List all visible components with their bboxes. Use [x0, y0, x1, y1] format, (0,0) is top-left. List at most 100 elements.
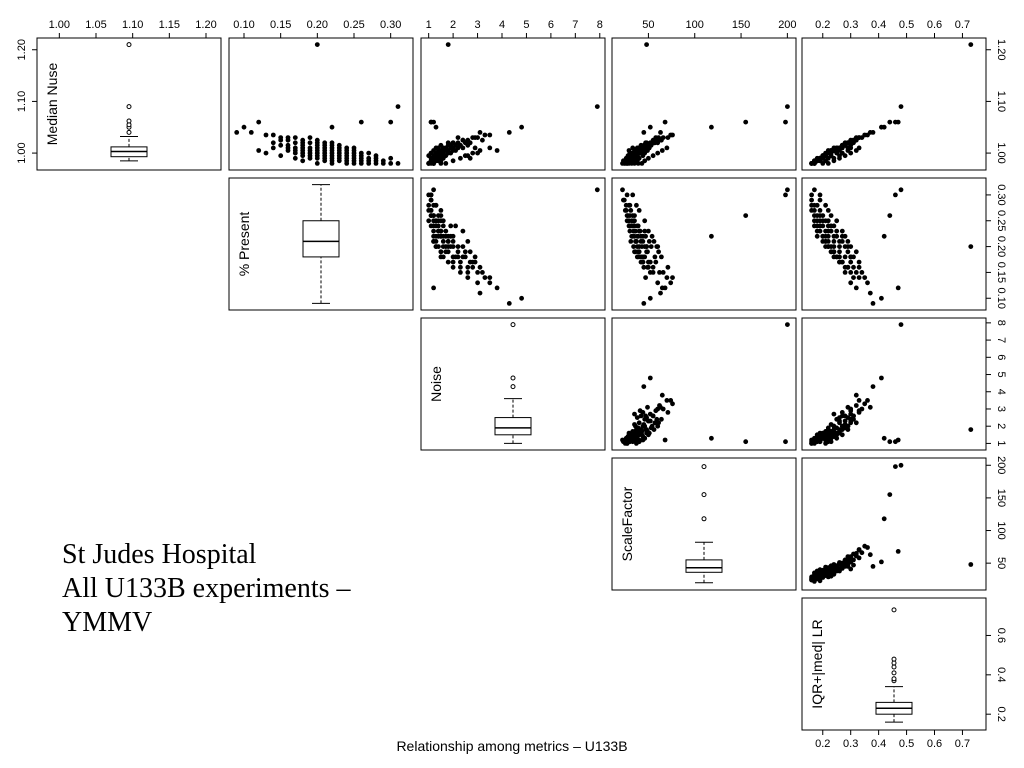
bottom-tick-label-5: 0.6 [927, 738, 942, 750]
data-point-r1-c2-102 [329, 140, 335, 146]
data-point-r1-c2-109 [314, 161, 320, 166]
annotation-line-3: YMMV [62, 607, 153, 638]
data-point-r4-c5-107 [837, 560, 842, 566]
data-point-r2-c3-22 [458, 264, 463, 270]
right-tick-label-r1-1: 1.00 [995, 142, 1007, 163]
data-point-r2-c5-97 [834, 218, 840, 224]
annotation-text: St Judes Hospital All U133B experiments … [62, 538, 351, 640]
data-point-r1-c2-88 [358, 150, 364, 156]
bottom-tick-label-3: 0.4 [871, 738, 886, 750]
data-point-r2-c5-60 [817, 208, 823, 213]
data-point-r2-c5-87 [831, 249, 837, 255]
right-tick-label-r3-8: 8 [995, 320, 1007, 326]
data-point-r2-c4-110 [635, 233, 641, 239]
data-point-r1-c5-2 [898, 104, 904, 109]
variable-label-1: Median Nuse [44, 63, 60, 146]
data-point-r2-c4-97 [642, 218, 648, 224]
data-point-r1-c2-90 [344, 145, 350, 151]
data-point-r2-c5-71 [809, 208, 814, 213]
data-point-r2-c5-91 [814, 202, 820, 208]
right-tick-label-r4-2: 100 [995, 521, 1007, 539]
data-point-r1-c5-107 [837, 155, 842, 161]
diagonal-panel-3 [420, 317, 606, 451]
data-point-r1-c3-78 [445, 148, 451, 153]
box-outlier-5-4 [891, 664, 897, 670]
data-point-r4-c5-100 [817, 571, 823, 577]
right-tick-label-r3-6: 6 [995, 354, 1007, 360]
data-point-r2-c3-102 [450, 233, 456, 239]
box-outlier-5-3 [891, 670, 897, 676]
data-point-r2-c3-91 [433, 202, 439, 208]
top-tick-label-c3-8: 8 [597, 19, 603, 31]
data-point-r2-c5-92 [817, 197, 823, 203]
right-tick-label-r2-4: 0.25 [995, 210, 1007, 231]
data-point-r2-c3-39 [453, 223, 458, 229]
top-tick-label-c3-7: 7 [572, 19, 578, 31]
data-point-r2-c3-100 [428, 192, 434, 198]
top-tick-label-c2-2: 0.15 [270, 19, 291, 31]
right-tick-label-r5-2: 0.4 [995, 667, 1007, 682]
data-point-r4-c5-1 [968, 562, 974, 567]
data-point-r2-c3-25 [465, 239, 471, 244]
left-tick-label-3: 1.20 [16, 39, 28, 60]
data-point-r2-c4-101 [654, 244, 660, 250]
top-tick-label-c1-1: 1.00 [49, 19, 70, 31]
top-tick-label-c5-6: 0.7 [955, 19, 970, 31]
data-point-r3-c4-86 [634, 415, 640, 420]
data-point-r1-c4-8 [641, 130, 647, 135]
data-point-r1-c2-3 [256, 119, 262, 125]
data-point-r3-c5-74 [809, 441, 814, 446]
box-iqr-3 [494, 417, 532, 436]
right-tick-label-r2-5: 0.30 [995, 184, 1007, 205]
data-point-r3-c5-99 [823, 441, 828, 446]
data-point-r2-c5-13 [856, 264, 862, 270]
data-point-r2-c5-75 [851, 275, 856, 280]
data-point-r2-c4-88 [627, 213, 633, 219]
data-point-r1-c2-87 [307, 155, 313, 161]
data-point-r1-c2-62 [336, 158, 342, 164]
data-point-r2-c5-12 [859, 270, 865, 275]
box-outlier-4-3 [701, 464, 707, 470]
top-tick-label-c4-4: 200 [778, 19, 796, 31]
data-point-r1-c4-3 [662, 119, 668, 125]
data-point-r3-c5-14 [856, 408, 862, 414]
data-point-r1-c2-76 [278, 142, 284, 148]
data-point-r2-c4-84 [645, 264, 650, 270]
data-point-r3-c4-93 [620, 437, 625, 443]
data-point-r2-c5-82 [823, 239, 828, 244]
data-point-r2-c3-76 [458, 270, 463, 275]
data-point-r2-c5-93 [812, 187, 817, 193]
data-point-r2-c5-62 [814, 228, 820, 234]
data-point-r3-c5-101 [848, 416, 854, 422]
data-point-r2-c4-32 [642, 228, 648, 234]
data-point-r2-c4-90 [630, 223, 636, 229]
data-point-r2-c5-18 [848, 259, 854, 265]
right-tick-label-r1-2: 1.10 [995, 91, 1007, 112]
data-point-r2-c5-9 [867, 290, 873, 296]
data-point-r3-c5-106 [842, 413, 848, 419]
data-point-r2-c5-3 [895, 285, 901, 291]
data-point-r1-c3-97 [433, 145, 439, 151]
data-point-r1-c2-101 [314, 137, 320, 143]
data-point-r3-c5-87 [831, 411, 837, 417]
data-point-r1-c3-8 [506, 130, 512, 135]
bottom-tick-label-4: 0.5 [899, 738, 914, 750]
data-point-r4-c5-75 [851, 562, 856, 568]
data-point-r2-c3-65 [438, 213, 444, 219]
right-tick-label-r3-5: 5 [995, 371, 1007, 377]
top-tick-label-c3-3: 3 [474, 19, 480, 31]
data-point-r2-c5-84 [845, 264, 851, 270]
scatter-panel-r1-c3 [420, 37, 606, 171]
data-point-r4-c5-109 [825, 565, 831, 571]
data-point-r1-c2-95 [322, 140, 328, 146]
box-outlier-4-1 [701, 516, 707, 522]
top-tick-label-c5-5: 0.6 [927, 19, 942, 31]
right-tick-label-r3-2: 2 [995, 423, 1007, 429]
data-point-r2-c4-54 [634, 239, 639, 244]
data-point-r3-c4-7 [647, 375, 653, 381]
data-point-r1-c4-4 [783, 119, 788, 125]
data-point-r1-c3-100 [428, 155, 434, 161]
right-tick-label-r3-3: 3 [995, 406, 1007, 412]
top-tick-label-c5-4: 0.5 [899, 19, 914, 31]
data-point-r3-c5-95 [845, 427, 851, 432]
